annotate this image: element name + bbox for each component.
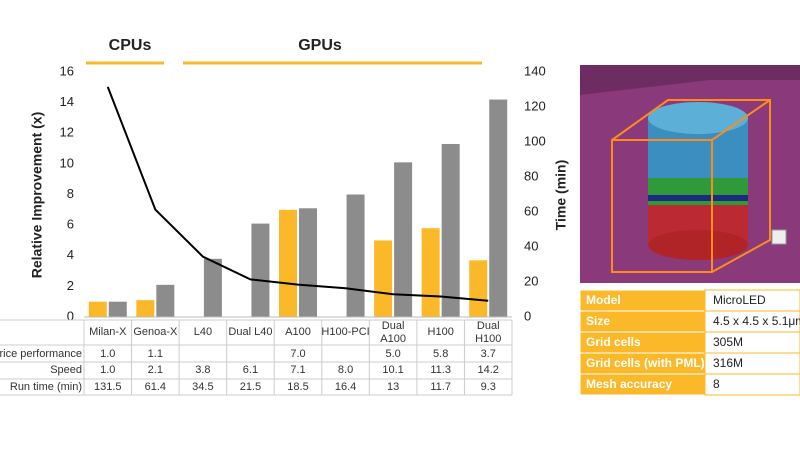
bar (441, 143, 460, 317)
cpu-label: CPUs (109, 37, 152, 54)
bar (299, 208, 317, 317)
table-value: 1.1 (148, 348, 163, 360)
side-value: 8 (713, 377, 720, 391)
bar (469, 260, 488, 317)
bar (251, 223, 270, 317)
table-value: 1.0 (100, 364, 115, 376)
bar (136, 300, 155, 317)
y-tick-label: 16 (60, 63, 74, 78)
table-value: 18.5 (287, 381, 308, 393)
y2-tick-label: 0 (524, 308, 531, 323)
table-value: 8.0 (338, 364, 353, 376)
side-value: 4.5 x 4.5 x 5.1μm (713, 314, 800, 328)
bar (489, 99, 508, 317)
table-value: 11.7 (430, 381, 451, 393)
table-value: 34.5 (192, 381, 213, 393)
row-label: Price performance (0, 348, 82, 360)
x-tick-label: H100 (428, 326, 454, 338)
x-tick-label: H100-PCI (321, 326, 369, 338)
side-label: Model (586, 293, 621, 307)
table-value: 131.5 (94, 381, 122, 393)
x-tick-label: Genoa-X (133, 326, 178, 338)
y-tick-label: 2 (67, 278, 74, 293)
side-value-cell (704, 373, 800, 396)
table-value: 13 (387, 381, 399, 393)
side-label: Grid cells (with PML) (586, 356, 705, 370)
y2-tick-label: 100 (524, 133, 546, 148)
side-label: Mesh accuracy (586, 377, 672, 391)
bar (394, 162, 413, 317)
table-value: 3.7 (481, 348, 496, 360)
table-value: 3.8 (195, 364, 210, 376)
table-value: 11.3 (430, 364, 451, 376)
side-label: Size (586, 314, 610, 328)
table-value: 61.4 (145, 381, 166, 393)
x-tick-label: Dual A100 (380, 320, 406, 345)
row-label: Run time (min) (10, 381, 82, 393)
table-value: 14.2 (478, 364, 499, 376)
y2-tick-label: 120 (524, 98, 546, 113)
gpu-label: GPUs (298, 37, 342, 54)
y-tick-label: 10 (60, 155, 74, 170)
y2-tick-label: 60 (524, 203, 538, 218)
y-tick-label: 12 (60, 125, 74, 140)
table-value: 21.5 (240, 381, 261, 393)
x-tick-label: L40 (194, 326, 212, 338)
y-tick-label: 8 (67, 186, 74, 201)
y-tick-label: 6 (67, 217, 74, 232)
y-tick-label: 14 (60, 94, 74, 109)
side-label: Grid cells (586, 335, 641, 349)
y-axis-label: Relative Improvement (x) (29, 112, 45, 279)
run-time-line (106, 86, 489, 302)
side-value: 316M (713, 356, 743, 370)
bar (421, 228, 440, 317)
table-value: 9.3 (481, 381, 496, 393)
y-tick-label: 4 (67, 247, 74, 262)
side-table: Model MicroLED Size 4.5 x 4.5 x 5.1μm Grid c… (580, 289, 800, 396)
table-value: 5.0 (385, 348, 400, 360)
table-value: 1.0 (100, 348, 115, 360)
bar (88, 301, 107, 317)
table-value: 7.0 (290, 348, 305, 360)
render-image (580, 65, 800, 283)
table-value: 7.1 (290, 364, 305, 376)
x-tick-label: Dual L40 (228, 326, 272, 338)
x-tick-label: Dual H100 (475, 320, 501, 345)
y2-tick-label: 80 (524, 168, 538, 183)
table-value: 16.4 (335, 381, 356, 393)
y2-tick-label: 140 (524, 63, 546, 78)
bar (346, 194, 365, 317)
y2-axis-label: Time (min) (553, 160, 569, 231)
bar (203, 258, 222, 317)
y2-tick-label: 20 (524, 273, 538, 288)
bar (156, 284, 175, 317)
table-value: 6.1 (243, 364, 258, 376)
side-value: MicroLED (713, 293, 766, 307)
bar (374, 240, 393, 317)
x-tick-label: A100 (285, 326, 311, 338)
side-value: 305M (713, 335, 743, 349)
bar (108, 301, 127, 317)
bar (279, 209, 297, 317)
x-tick-label: Milan-X (89, 326, 127, 338)
table-value: 5.8 (433, 348, 448, 360)
table-value: 10.1 (382, 364, 403, 376)
y2-tick-label: 40 (524, 238, 538, 253)
table-value: 2.1 (148, 364, 163, 376)
y-tick-label: 0 (67, 308, 74, 323)
row-label: Speed (50, 364, 82, 376)
